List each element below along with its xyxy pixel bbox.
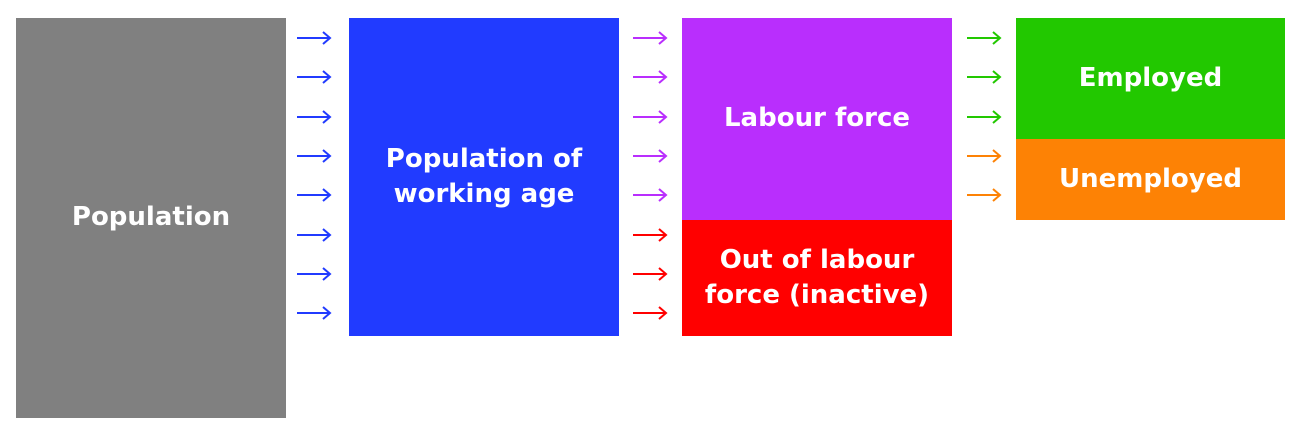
arrow-icon: [632, 30, 668, 46]
unemployed-box: Unemployed: [1016, 139, 1285, 220]
arrow-icon: [632, 187, 668, 203]
population-box: Population: [16, 18, 286, 418]
arrow-icon: [296, 187, 332, 203]
arrow-icon: [966, 148, 1002, 164]
arrow-icon: [966, 109, 1002, 125]
labour-force-box: Labour force: [682, 18, 952, 220]
arrow-icon: [296, 148, 332, 164]
arrow-icon: [632, 69, 668, 85]
employed-box: Employed: [1016, 18, 1285, 139]
arrow-icon: [296, 227, 332, 243]
arrow-icon: [966, 69, 1002, 85]
unemployed-label: Unemployed: [1059, 163, 1242, 194]
working-age-label: Population of working age: [385, 143, 583, 209]
arrow-group-working-age-to-status: [632, 30, 668, 330]
labour-force-label: Labour force: [723, 103, 910, 134]
arrow-group-population-to-working-age: [296, 30, 332, 330]
out-of-labour-force-box: Out of labour force (inactive): [682, 220, 952, 336]
arrow-icon: [296, 305, 332, 321]
arrow-icon: [632, 109, 668, 125]
population-label: Population: [71, 202, 231, 233]
arrow-icon: [632, 266, 668, 282]
arrow-icon: [632, 305, 668, 321]
arrow-icon: [296, 69, 332, 85]
arrow-icon: [296, 109, 332, 125]
arrow-icon: [296, 30, 332, 46]
working-age-box: Population of working age: [349, 18, 619, 336]
arrow-icon: [632, 227, 668, 243]
arrow-icon: [966, 30, 1002, 46]
arrow-icon: [296, 266, 332, 282]
arrow-group-labour-force-to-employment: [966, 30, 1002, 210]
out-of-labour-force-label: Out of labour force (inactive): [704, 244, 930, 310]
arrow-icon: [966, 187, 1002, 203]
arrow-icon: [632, 148, 668, 164]
employed-label: Employed: [1078, 62, 1223, 93]
